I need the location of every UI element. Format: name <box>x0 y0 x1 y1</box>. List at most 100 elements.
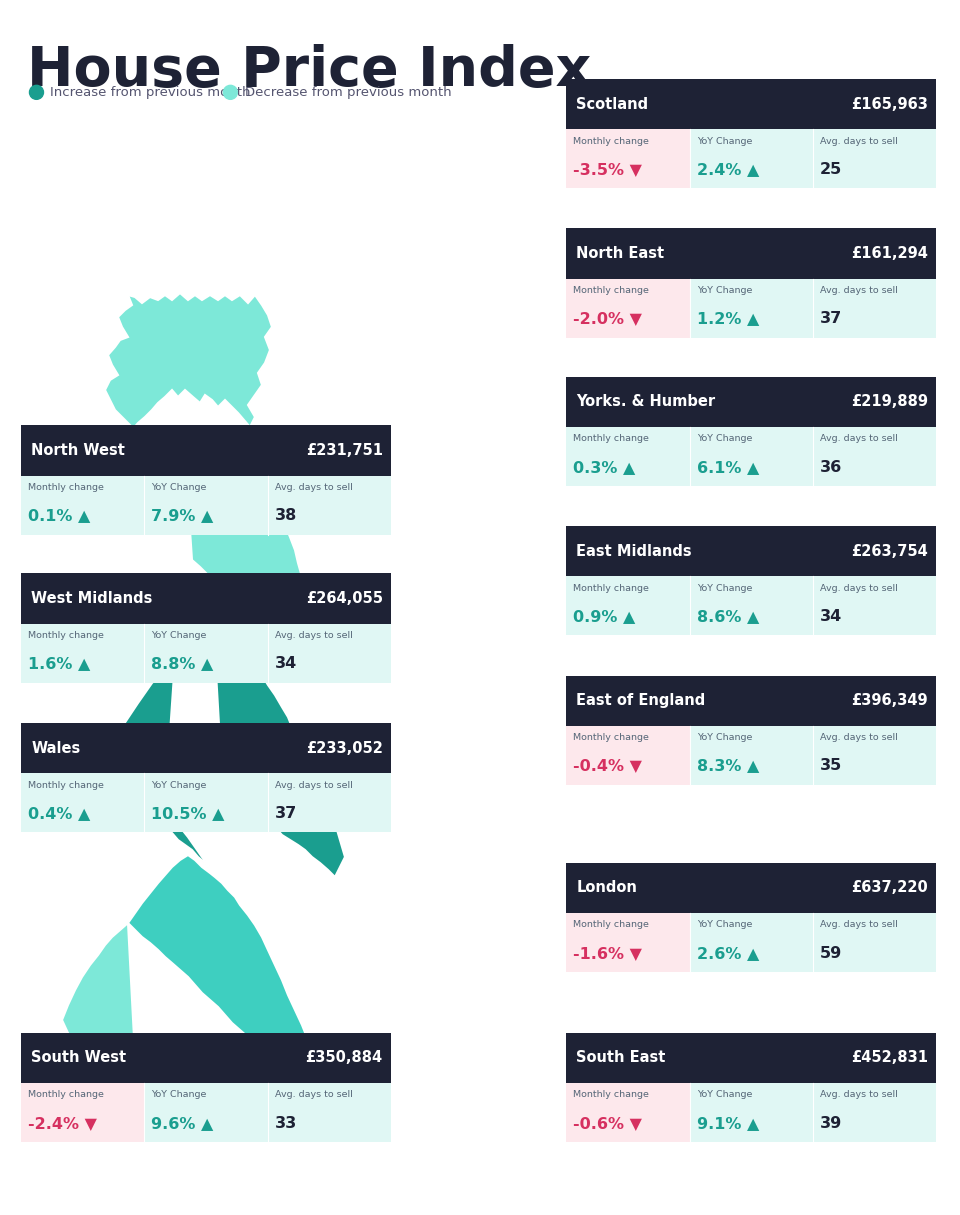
Text: Scotland: Scotland <box>576 97 649 112</box>
Text: -0.4% ▼: -0.4% ▼ <box>573 758 642 774</box>
Text: 6.1% ▲: 6.1% ▲ <box>697 459 758 475</box>
Text: South East: South East <box>576 1051 666 1066</box>
FancyBboxPatch shape <box>566 377 936 426</box>
FancyBboxPatch shape <box>268 773 391 832</box>
Text: YoY Change: YoY Change <box>697 434 752 443</box>
FancyBboxPatch shape <box>566 426 689 486</box>
Text: 8.6% ▲: 8.6% ▲ <box>697 609 758 625</box>
Text: 2.6% ▲: 2.6% ▲ <box>697 945 758 961</box>
Text: Avg. days to sell: Avg. days to sell <box>820 583 898 593</box>
Polygon shape <box>215 652 345 877</box>
Text: Avg. days to sell: Avg. days to sell <box>820 434 898 443</box>
FancyBboxPatch shape <box>21 1083 144 1142</box>
Text: Monthly change: Monthly change <box>573 583 649 593</box>
Text: YoY Change: YoY Change <box>697 136 752 146</box>
Polygon shape <box>105 293 272 463</box>
Text: Monthly change: Monthly change <box>573 1090 649 1100</box>
Text: YoY Change: YoY Change <box>697 733 752 742</box>
Text: £161,294: £161,294 <box>852 247 928 261</box>
Text: London: London <box>576 881 637 895</box>
Polygon shape <box>128 855 328 1107</box>
Text: West Midlands: West Midlands <box>31 592 153 606</box>
FancyBboxPatch shape <box>566 79 936 129</box>
Text: Avg. days to sell: Avg. days to sell <box>820 733 898 742</box>
Text: 36: 36 <box>820 459 842 475</box>
Text: Monthly change: Monthly change <box>28 631 104 640</box>
Text: 8.8% ▲: 8.8% ▲ <box>152 656 213 672</box>
Text: 0.1% ▲: 0.1% ▲ <box>28 508 90 524</box>
Text: YoY Change: YoY Change <box>152 780 206 790</box>
FancyBboxPatch shape <box>21 723 391 773</box>
Text: -1.6% ▼: -1.6% ▼ <box>573 945 642 961</box>
Text: North East: North East <box>576 247 664 261</box>
Text: £350,884: £350,884 <box>305 1051 383 1066</box>
FancyBboxPatch shape <box>689 426 813 486</box>
Text: £231,751: £231,751 <box>305 443 383 458</box>
Circle shape <box>30 85 43 100</box>
Text: House Price Index: House Price Index <box>27 44 591 97</box>
FancyBboxPatch shape <box>566 1033 936 1083</box>
FancyBboxPatch shape <box>813 912 936 972</box>
FancyBboxPatch shape <box>566 863 936 912</box>
Text: Yorks. & Humber: Yorks. & Humber <box>576 395 715 409</box>
Text: 9.1% ▲: 9.1% ▲ <box>697 1115 758 1131</box>
Text: Monthly change: Monthly change <box>573 434 649 443</box>
Text: Wales: Wales <box>31 741 81 756</box>
Polygon shape <box>62 923 135 1076</box>
Text: Increase from previous month: Increase from previous month <box>50 86 251 98</box>
Text: Avg. days to sell: Avg. days to sell <box>275 780 352 790</box>
FancyBboxPatch shape <box>21 475 144 535</box>
FancyBboxPatch shape <box>813 278 936 338</box>
FancyBboxPatch shape <box>566 576 689 635</box>
FancyBboxPatch shape <box>566 228 936 278</box>
FancyBboxPatch shape <box>813 725 936 785</box>
FancyBboxPatch shape <box>566 725 689 785</box>
FancyBboxPatch shape <box>566 1083 689 1142</box>
Text: YoY Change: YoY Change <box>697 583 752 593</box>
Text: YoY Change: YoY Change <box>152 1090 206 1100</box>
Text: 0.4% ▲: 0.4% ▲ <box>28 806 90 821</box>
Text: 34: 34 <box>820 609 842 625</box>
Text: South West: South West <box>31 1051 127 1066</box>
FancyBboxPatch shape <box>144 623 268 683</box>
FancyBboxPatch shape <box>813 576 936 635</box>
Text: 39: 39 <box>820 1115 842 1131</box>
Text: 34: 34 <box>275 656 297 672</box>
FancyBboxPatch shape <box>566 278 689 338</box>
Text: £263,754: £263,754 <box>852 544 928 559</box>
Text: Avg. days to sell: Avg. days to sell <box>820 286 898 295</box>
Polygon shape <box>185 454 302 665</box>
Text: -0.6% ▼: -0.6% ▼ <box>573 1115 642 1131</box>
FancyBboxPatch shape <box>689 576 813 635</box>
FancyBboxPatch shape <box>689 725 813 785</box>
Text: YoY Change: YoY Change <box>697 920 752 929</box>
FancyBboxPatch shape <box>144 1083 268 1142</box>
Text: 8.3% ▲: 8.3% ▲ <box>697 758 758 774</box>
Text: Avg. days to sell: Avg. days to sell <box>820 136 898 146</box>
Text: 1.2% ▲: 1.2% ▲ <box>697 311 758 327</box>
FancyBboxPatch shape <box>21 573 391 623</box>
FancyBboxPatch shape <box>689 912 813 972</box>
Text: 59: 59 <box>820 945 842 961</box>
Text: 0.9% ▲: 0.9% ▲ <box>573 609 636 625</box>
Text: Avg. days to sell: Avg. days to sell <box>820 1090 898 1100</box>
Text: £452,831: £452,831 <box>851 1051 928 1066</box>
FancyBboxPatch shape <box>144 773 268 832</box>
FancyBboxPatch shape <box>268 623 391 683</box>
Text: £219,889: £219,889 <box>851 395 928 409</box>
Text: -2.4% ▼: -2.4% ▼ <box>28 1115 97 1131</box>
Text: 33: 33 <box>275 1115 297 1131</box>
Text: Avg. days to sell: Avg. days to sell <box>820 920 898 929</box>
Text: YoY Change: YoY Change <box>152 482 206 492</box>
FancyBboxPatch shape <box>689 1083 813 1142</box>
Text: YoY Change: YoY Change <box>697 1090 752 1100</box>
Text: Monthly change: Monthly change <box>28 1090 104 1100</box>
Text: 37: 37 <box>275 806 297 821</box>
Text: 25: 25 <box>820 162 842 177</box>
Text: £165,963: £165,963 <box>852 97 928 112</box>
Text: £396,349: £396,349 <box>852 694 928 708</box>
Text: 10.5% ▲: 10.5% ▲ <box>152 806 225 821</box>
FancyBboxPatch shape <box>566 676 936 725</box>
FancyBboxPatch shape <box>21 1033 391 1083</box>
Text: Avg. days to sell: Avg. days to sell <box>275 631 352 640</box>
